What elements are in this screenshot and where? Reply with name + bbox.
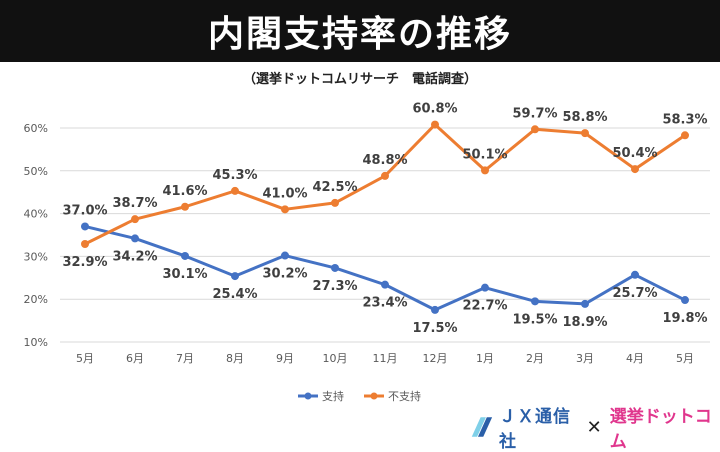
x-tick-label: 7月 (176, 352, 194, 365)
data-point-nonsupport (481, 166, 489, 175)
data-point-support (531, 297, 539, 306)
data-point-support (231, 272, 239, 281)
data-point-support (481, 283, 489, 292)
y-tick-label: 30% (24, 250, 48, 263)
data-label: 42.5% (312, 180, 357, 195)
jx-logo-icon (471, 417, 493, 437)
x-tick-label: 9月 (276, 352, 294, 365)
data-point-support (581, 299, 589, 308)
data-label: 22.7% (462, 299, 507, 314)
x-tick-label: 1月 (476, 352, 494, 365)
data-point-support (331, 263, 339, 272)
data-label: 27.3% (312, 279, 357, 294)
data-label: 25.4% (212, 287, 257, 302)
data-point-nonsupport (231, 186, 239, 195)
data-label: 17.5% (412, 321, 457, 336)
cross-icon: ✕ (586, 416, 602, 438)
data-point-support (631, 270, 639, 279)
data-point-nonsupport (131, 215, 139, 224)
data-label: 23.4% (362, 296, 407, 311)
data-label: 34.2% (112, 249, 157, 264)
data-point-support (431, 305, 439, 314)
x-tick-label: 5月 (76, 352, 94, 365)
data-label: 30.2% (262, 267, 307, 282)
data-label: 41.6% (162, 184, 207, 199)
data-point-nonsupport (531, 125, 539, 134)
data-label: 30.1% (162, 267, 207, 282)
data-label: 48.8% (362, 153, 407, 168)
data-label: 38.7% (112, 196, 157, 211)
x-tick-label: 2月 (526, 352, 544, 365)
data-label: 41.0% (262, 186, 307, 201)
y-tick-label: 20% (24, 293, 48, 306)
data-point-support (281, 251, 289, 260)
data-point-nonsupport (81, 239, 89, 248)
x-tick-label: 8月 (226, 352, 244, 365)
data-point-support (381, 280, 389, 289)
title-banner: 内閣支持率の推移 (0, 0, 720, 62)
legend-marker-nonsupport (370, 392, 378, 400)
y-tick-label: 10% (24, 336, 48, 349)
data-point-nonsupport (281, 205, 289, 214)
data-point-nonsupport (381, 171, 389, 180)
x-tick-label: 4月 (626, 352, 644, 365)
legend-label-nonsupport: 不支持 (388, 389, 421, 403)
data-point-nonsupport (581, 129, 589, 138)
data-point-support (131, 234, 139, 243)
x-tick-label: 12月 (423, 352, 448, 365)
data-point-support (181, 251, 189, 260)
chart-subtitle: （選挙ドットコムリサーチ 電話調査） (242, 72, 477, 87)
chart-title: 内閣支持率の推移 (207, 14, 512, 55)
y-tick-label: 40% (24, 208, 48, 221)
data-point-support (81, 222, 89, 231)
data-label: 18.9% (562, 315, 607, 330)
data-label: 45.3% (212, 168, 257, 183)
data-point-nonsupport (181, 202, 189, 211)
footer-logos: ＪＸ通信社 ✕ 選挙ドットコム (470, 407, 715, 452)
data-point-nonsupport (681, 131, 689, 140)
x-tick-label: 5月 (676, 352, 694, 365)
data-label: 58.3% (662, 112, 707, 127)
legend-label-support: 支持 (322, 389, 344, 403)
data-label: 50.4% (612, 146, 657, 161)
data-label: 50.1% (462, 147, 507, 162)
data-point-nonsupport (431, 120, 439, 129)
data-label: 37.0% (62, 203, 107, 218)
x-tick-label: 10月 (323, 352, 348, 365)
data-point-nonsupport (331, 198, 339, 207)
data-point-nonsupport (631, 165, 639, 174)
x-tick-label: 11月 (373, 352, 398, 365)
data-label: 59.7% (512, 106, 557, 121)
legend-marker-support (304, 392, 312, 400)
data-label: 60.8% (412, 102, 457, 117)
x-tick-label: 6月 (126, 352, 144, 365)
data-label: 32.9% (62, 255, 107, 270)
x-tick-label: 3月 (576, 352, 594, 365)
data-point-support (681, 296, 689, 305)
data-label: 25.7% (612, 286, 657, 301)
data-label: 58.8% (562, 110, 607, 125)
y-tick-label: 60% (24, 122, 48, 135)
data-label: 19.5% (512, 312, 557, 327)
data-label: 19.8% (662, 311, 707, 326)
y-tick-label: 50% (24, 165, 48, 178)
